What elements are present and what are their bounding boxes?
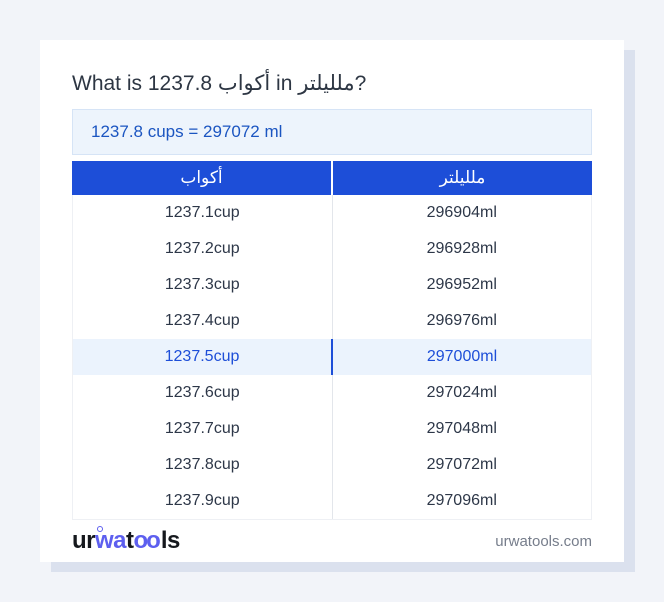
table-row[interactable]: 1237.2cup 296928ml	[73, 231, 591, 267]
logo-seg-3: t	[126, 527, 134, 554]
table-row[interactable]: 1237.7cup 297048ml	[73, 411, 591, 447]
card-footer: urwatools urwatools.com	[72, 525, 592, 557]
cell-cups: 1237.7cup	[73, 411, 333, 447]
cell-ml: 296904ml	[426, 204, 497, 221]
cell-cups: 1237.9cup	[73, 483, 333, 519]
site-domain-text: urwatools.com	[495, 532, 592, 550]
header-cell-ml: ملليلتر	[333, 161, 592, 195]
cell-cups: 1237.4cup	[73, 303, 333, 339]
cell-cups: 1237.2cup	[73, 231, 333, 267]
table-body: 1237.1cup 296904ml 1237.2cup 296928ml 12…	[72, 195, 592, 520]
cell-ml: 296928ml	[426, 240, 497, 257]
cell-cups: 1237.3cup	[73, 267, 333, 303]
brand-logo[interactable]: urwatools	[72, 525, 180, 557]
table-header: أكواب ملليلتر	[72, 161, 592, 195]
cell-ml: 297048ml	[426, 420, 497, 437]
converter-card: What is 1237.8 أكواب in ملليلتر? 1237.8 …	[40, 40, 624, 562]
logo-seg-5: ls	[160, 527, 181, 554]
cell-ml: 297072ml	[426, 456, 497, 473]
answer-text: 1237.8 cups = 297072 ml	[91, 122, 283, 141]
table-row[interactable]: 1237.5cup 297000ml	[73, 339, 591, 375]
conversion-table: أكواب ملليلتر 1237.1cup 296904ml 1237.2c…	[72, 161, 592, 520]
logo-seg-1: ur	[72, 527, 96, 554]
cell-cups: 1237.1cup	[73, 195, 333, 231]
page-title: What is 1237.8 أكواب in ملليلتر?	[72, 72, 367, 95]
table-row[interactable]: 1237.9cup 297096ml	[73, 483, 591, 519]
cell-ml: 296952ml	[426, 276, 497, 293]
cell-ml: 297024ml	[426, 384, 497, 401]
table-row[interactable]: 1237.1cup 296904ml	[73, 195, 591, 231]
degree-icon	[97, 526, 103, 532]
table-row[interactable]: 1237.8cup 297072ml	[73, 447, 591, 483]
table-row[interactable]: 1237.4cup 296976ml	[73, 303, 591, 339]
logo-seg-4: oo	[133, 527, 161, 554]
cell-cups: 1237.8cup	[73, 447, 333, 483]
table-row[interactable]: 1237.3cup 296952ml	[73, 267, 591, 303]
table-row[interactable]: 1237.6cup 297024ml	[73, 375, 591, 411]
cell-ml: 297096ml	[426, 492, 497, 509]
answer-box: 1237.8 cups = 297072 ml	[72, 109, 592, 155]
cell-ml: 297000ml	[426, 348, 498, 365]
header-cell-cups: أكواب	[72, 161, 331, 195]
cell-cups: 1237.5cup	[73, 339, 333, 375]
cell-cups: 1237.6cup	[73, 375, 333, 411]
cell-ml: 296976ml	[426, 312, 497, 329]
